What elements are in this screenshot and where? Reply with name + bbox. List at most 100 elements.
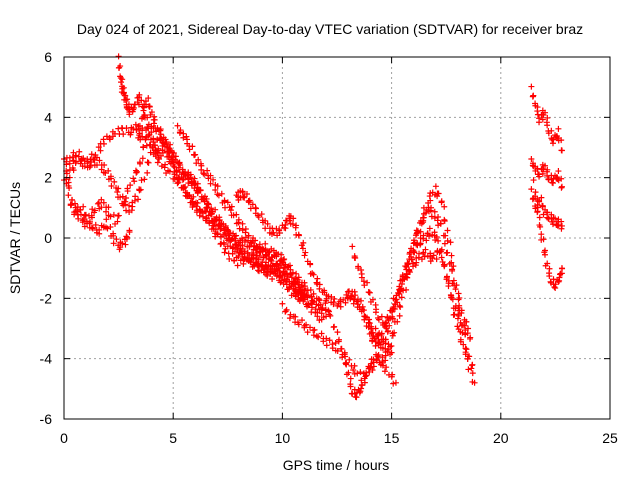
data-point <box>198 162 205 169</box>
data-point <box>534 108 541 115</box>
data-point <box>68 201 75 208</box>
data-point <box>307 260 314 267</box>
data-point <box>201 171 208 178</box>
data-point <box>299 295 306 302</box>
data-point <box>110 240 117 247</box>
data-point <box>539 170 546 177</box>
data-point <box>84 158 91 165</box>
data-point <box>292 293 299 300</box>
data-point <box>314 275 321 282</box>
data-point <box>310 290 317 297</box>
data-point <box>195 156 202 163</box>
data-point <box>451 282 458 289</box>
data-point <box>358 270 365 277</box>
data-point <box>81 223 88 230</box>
data-point <box>301 252 308 259</box>
data-point <box>307 324 314 331</box>
data-point <box>334 348 341 355</box>
data-point <box>389 371 396 378</box>
data-point <box>314 309 321 316</box>
series-track-4 <box>61 131 312 308</box>
data-point <box>455 290 462 297</box>
data-point <box>277 272 284 279</box>
data-point <box>283 306 290 313</box>
data-point <box>150 135 157 142</box>
data-point <box>443 276 450 283</box>
data-point <box>316 281 323 288</box>
data-point <box>383 364 390 371</box>
data-point <box>162 161 169 168</box>
data-point <box>88 224 95 231</box>
data-point <box>352 292 359 299</box>
data-point <box>342 360 349 367</box>
data-point <box>95 144 102 151</box>
data-point <box>397 304 404 311</box>
data-point <box>125 202 132 209</box>
data-point <box>375 316 382 323</box>
data-point <box>447 239 454 246</box>
data-point <box>210 176 217 183</box>
data-point <box>190 200 197 207</box>
data-point <box>347 292 354 299</box>
data-point <box>441 203 448 210</box>
data-point <box>138 115 145 122</box>
data-point <box>329 345 336 352</box>
data-point <box>323 335 330 342</box>
data-point <box>293 270 300 277</box>
data-point <box>266 248 273 255</box>
data-point <box>452 286 459 293</box>
data-point <box>174 180 181 187</box>
data-point <box>135 125 142 132</box>
data-point <box>448 252 455 259</box>
data-point <box>406 269 413 276</box>
data-point <box>252 237 259 244</box>
data-point <box>203 204 210 211</box>
data-point <box>446 260 453 267</box>
data-point <box>316 297 323 304</box>
data-point <box>397 277 404 284</box>
data-point <box>294 278 301 285</box>
x-tick-label: 15 <box>384 430 400 446</box>
data-point <box>91 207 98 214</box>
data-point <box>231 257 238 264</box>
data-point <box>79 163 86 170</box>
data-point <box>325 307 332 314</box>
data-point <box>212 187 219 194</box>
data-point <box>337 303 344 310</box>
data-point <box>131 178 138 185</box>
series-track-15 <box>528 155 565 191</box>
data-point <box>347 381 354 388</box>
data-point <box>228 203 235 210</box>
data-point <box>174 122 181 129</box>
series-track-17 <box>530 177 566 292</box>
data-point <box>183 133 190 140</box>
data-point <box>214 231 221 238</box>
data-point <box>119 240 126 247</box>
data-point <box>289 269 296 276</box>
series-track-14 <box>528 83 565 154</box>
data-point <box>207 172 214 179</box>
data-point <box>138 97 145 104</box>
data-point <box>192 151 199 158</box>
data-point <box>299 317 306 324</box>
data-point <box>418 220 425 227</box>
data-point <box>367 363 374 370</box>
data-point <box>126 111 133 118</box>
data-point <box>220 239 227 246</box>
data-point <box>167 160 174 167</box>
data-point <box>426 225 433 232</box>
data-point <box>117 194 124 201</box>
data-point <box>123 195 130 202</box>
data-point <box>255 256 262 263</box>
data-point <box>241 194 248 201</box>
data-point <box>152 124 159 131</box>
data-point <box>126 228 133 235</box>
data-point <box>111 178 118 185</box>
data-point <box>88 151 95 158</box>
data-point <box>211 221 218 228</box>
data-point <box>445 283 452 290</box>
data-point <box>318 330 325 337</box>
data-point <box>262 240 269 247</box>
series-track-7 <box>174 122 332 314</box>
data-point <box>529 160 536 167</box>
